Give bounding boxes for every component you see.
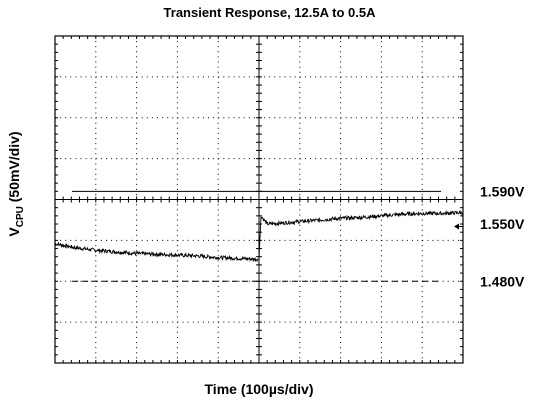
trace <box>54 210 464 263</box>
x-axis-label-tail: s/div) <box>276 381 314 397</box>
x-axis-label-mu: µ <box>268 381 277 397</box>
reference-label: 1.480V <box>480 273 525 289</box>
chart-title: Transient Response, 12.5A to 0.5A <box>163 5 376 20</box>
plot-frame <box>54 35 464 364</box>
reference-label: 1.590V <box>480 183 525 199</box>
voltage-trace <box>54 210 464 263</box>
x-axis-label-head: Time (100 <box>204 381 269 397</box>
reference-label: 1.550V <box>480 216 525 232</box>
reference-labels: 1.590V 1.550V 1.480V <box>454 183 525 289</box>
reference-lines <box>72 190 441 282</box>
ground-marker-arrow-icon <box>454 223 459 230</box>
grid <box>55 36 463 363</box>
x-axis-label: Time (100µs/div) <box>55 381 463 397</box>
